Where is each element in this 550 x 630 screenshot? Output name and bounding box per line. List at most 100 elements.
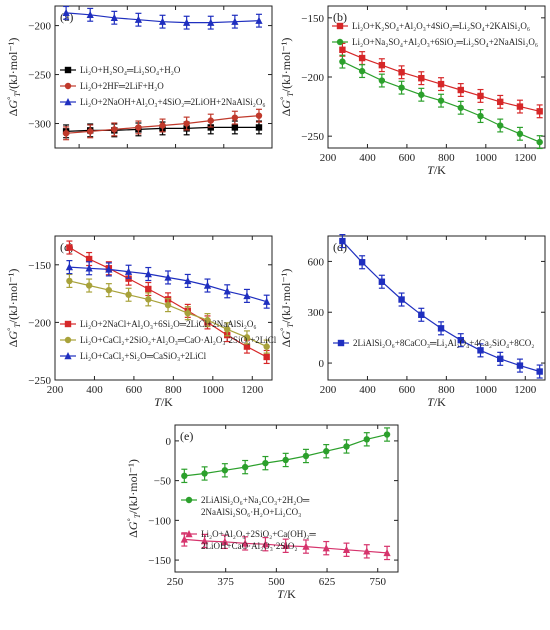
series-1 [181,427,391,484]
panel-label: (b) [333,10,347,24]
series-2 [339,54,543,150]
data-point [164,301,172,309]
data-point [85,264,93,272]
y-tick-label: −200 [301,72,324,84]
data-point [221,467,229,474]
x-tick-label: 600 [399,384,416,396]
y-tick-label: −250 [301,131,324,143]
data-point [339,237,346,245]
legend: Li₂O+2NaCl+Al₂O₃+6Si₂O═2LiCl+2NaAlSi₂O₆ L… [60,319,277,361]
data-point [263,343,270,350]
y-axis-label: ΔG°T/(kJ·mol⁻¹) [6,269,22,348]
data-point [145,296,152,303]
data-point [201,470,208,477]
legend-label: Li₂O+CaCl₂+2SiO₂+Al₂O₃═CaO·Al₂O₃·2SiO₂+2… [80,335,277,345]
legend-label: Li₂O+2HF═2LiF+H₂O [80,81,164,91]
data-point [184,309,191,317]
data-point [224,326,231,333]
data-point [180,535,188,543]
y-axis-label: ΔG°T/(kJ·mol⁻¹) [126,459,142,538]
legend: Li₂O+K₂SO₄+Al₂O₃+4SiO₂═Li₂SO₄+2KAlSi₂O₆ L… [332,21,538,47]
x-tick-label: 400 [359,152,376,164]
data-point [358,67,366,75]
y-tick-label: 0 [166,436,172,448]
data-point [105,265,113,273]
legend-marker [64,352,72,360]
x-tick-label: 800 [165,384,182,396]
x-axis-label: T/K [427,163,446,177]
panel-a: −300−250−200ΔG°T/(kJ·mol⁻¹)(a)Li₂O+H₂SO₄… [6,5,273,149]
data-point [343,443,350,450]
data-point [204,316,211,324]
x-tick-label: 400 [86,384,103,396]
y-tick-label: 600 [308,256,325,268]
legend-marker [337,339,345,347]
data-point [62,130,70,137]
data-point [255,124,263,131]
data-point [378,61,386,69]
data-point [243,334,251,341]
x-axis-label: T/K [427,395,446,409]
data-point [358,54,366,62]
x-tick-label: 250 [167,576,184,588]
data-point [159,122,166,129]
data-point [85,255,93,263]
data-point [111,126,118,133]
data-point [457,86,464,94]
y-tick-label: 0 [319,358,325,370]
data-point [282,541,290,549]
x-tick-label: 1000 [475,152,498,164]
data-point [231,114,239,121]
legend: 2LiAlSi₂O₆+Na₂CO₃+2H₂O═ 2NaAlSi₂SO₆·H₂O+L… [181,495,316,551]
series-3 [65,260,271,309]
y-tick-label: −150 [148,555,171,567]
data-point [398,84,405,91]
data-point [158,17,167,25]
x-tick-label: 200 [47,384,64,396]
legend-marker [64,336,72,344]
data-point [398,69,405,76]
series-2 [180,532,391,561]
y-axis-label: ΔG°T/(kJ·mol⁻¹) [279,269,295,348]
data-point [339,46,346,53]
data-point [105,286,113,294]
x-tick-label: 400 [359,384,376,396]
data-point [241,463,249,471]
x-tick-label: 375 [217,576,234,588]
y-tick-label: −100 [148,515,171,527]
data-point [110,13,118,21]
x-tick-label: 200 [320,152,337,164]
y-tick-label: −200 [28,21,51,33]
x-tick-label: 500 [268,576,285,588]
data-point [497,122,504,129]
data-point [437,80,445,88]
legend-label: 2LiAlSi₂O₆+Na₂CO₃+2H₂O═ [201,495,310,505]
data-point [477,112,484,120]
panel-c: 200 400 600 800 1000 1200 −250 −200 −150 T/K ΔG°T/… [6,235,277,409]
data-point [255,112,263,119]
x-axis-label: T/K [277,587,296,601]
data-point [302,452,310,460]
data-point [437,97,445,104]
y-tick-label: −300 [28,119,51,131]
data-point [231,17,239,25]
data-point [457,104,464,111]
series-2 [66,273,270,354]
data-point [243,343,251,350]
x-tick-label: 625 [319,576,336,588]
data-point [342,545,351,553]
data-point [263,353,270,361]
y-tick-label: −250 [28,375,51,387]
data-point [124,267,133,275]
panel-b: 200 400 600 800 1000 1200 −250 −200 −150 T/K ΔG°T/… [279,5,546,177]
data-point [477,92,484,100]
data-point [418,74,425,82]
data-point [302,542,310,550]
legend-marker [64,82,72,90]
legend-label: Li₂O+K₂SO₄+Al₂O₃+4SiO₂═Li₂SO₄+2KAlSi₂O₆ [352,21,530,31]
data-point [339,58,346,65]
x-tick-label: 200 [320,384,337,396]
data-point [358,259,366,266]
x-tick-label: 1200 [514,152,537,164]
data-point [207,18,215,26]
